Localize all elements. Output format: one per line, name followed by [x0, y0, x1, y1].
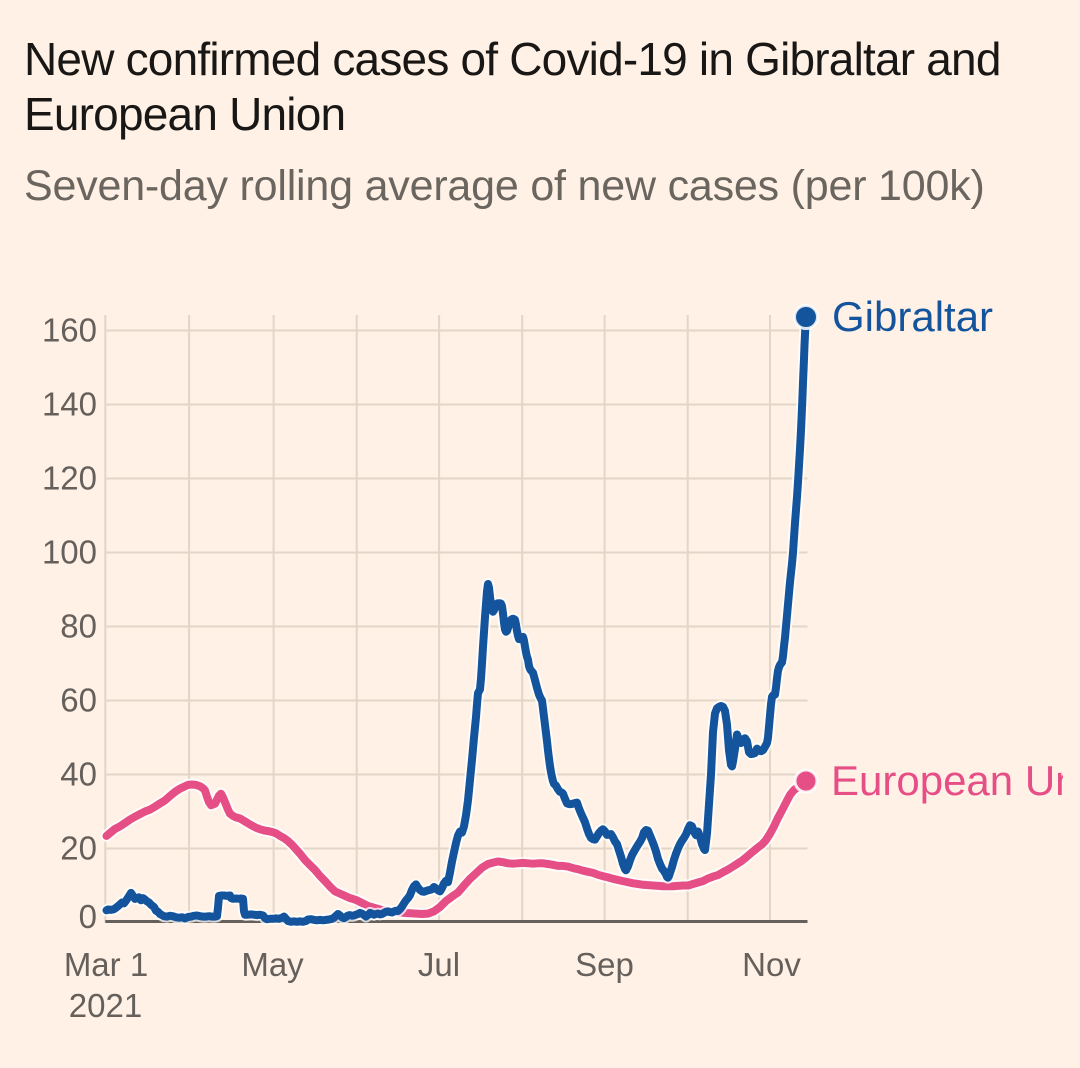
svg-text:Gibraltar: Gibraltar — [832, 293, 993, 340]
svg-text:40: 40 — [60, 756, 97, 793]
svg-text:0: 0 — [79, 898, 97, 935]
svg-text:May: May — [241, 946, 304, 983]
svg-text:2021: 2021 — [69, 987, 142, 1024]
svg-text:100: 100 — [42, 534, 97, 571]
svg-text:60: 60 — [60, 682, 97, 719]
svg-text:80: 80 — [60, 608, 97, 645]
svg-text:Nov: Nov — [742, 946, 801, 983]
svg-text:140: 140 — [42, 386, 97, 423]
svg-text:Jul: Jul — [418, 946, 460, 983]
svg-text:Sep: Sep — [575, 946, 634, 983]
svg-text:Mar 1: Mar 1 — [64, 946, 148, 983]
svg-text:European Union: European Union — [831, 757, 1080, 804]
svg-text:120: 120 — [42, 460, 97, 497]
svg-text:20: 20 — [60, 830, 97, 867]
svg-text:160: 160 — [42, 312, 97, 349]
